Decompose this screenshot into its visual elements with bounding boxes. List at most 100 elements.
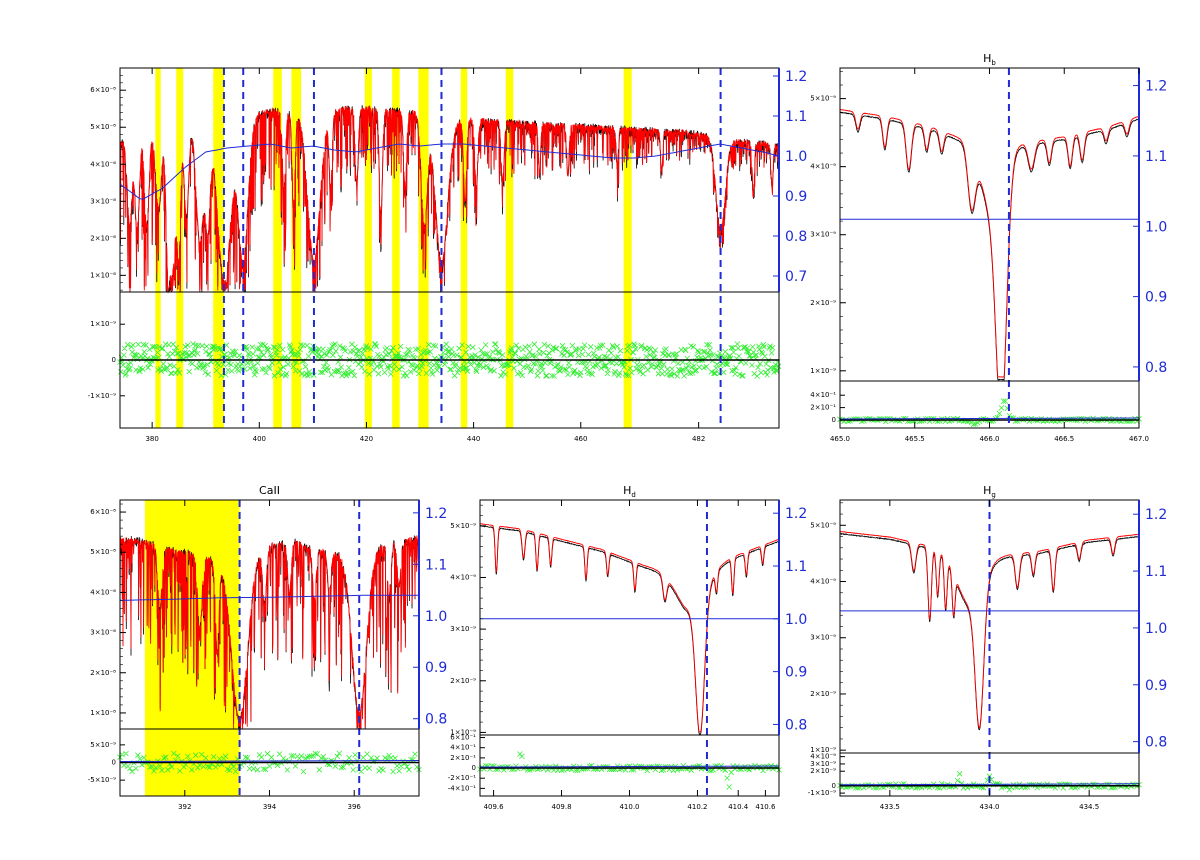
observed-spectrum-line — [479, 525, 780, 735]
flux-tick-label: 5×10⁻⁹ — [450, 522, 476, 530]
flux-tick-label: 1×10⁻⁹ — [810, 367, 836, 375]
flux-tick-label: 4×10⁻⁹ — [810, 163, 836, 171]
normalized-tick-label: 0.8 — [785, 717, 807, 733]
flux-tick-label: 1×10⁻⁸ — [90, 709, 116, 717]
model-spectrum-line — [119, 535, 420, 730]
x-tick-label: 380 — [145, 435, 158, 443]
panel-title-main: H — [983, 484, 991, 497]
x-tick-label: 434.0 — [979, 803, 999, 811]
x-tick-label: 460 — [574, 435, 587, 443]
panel-title-sub: g — [991, 491, 995, 499]
model-spectrum-line — [839, 531, 1139, 729]
residual-tick-label: -1×10⁻⁹ — [88, 392, 116, 400]
residual-tick-label: 4×10⁻⁹ — [810, 753, 836, 761]
panel-full: 1×10⁻⁸ 2×10⁻⁸ 3×10⁻⁸ 4×10⁻⁸ 5×10⁻⁸ 6×10⁻⁸ 0.7 0… — [88, 67, 807, 443]
normalized-tick-label: 0.7 — [785, 269, 807, 285]
normalized-tick-label: 0.9 — [785, 665, 807, 681]
mask-region — [505, 68, 514, 428]
panel-cak: 1×10⁻⁸ 2×10⁻⁸ 3×10⁻⁸ 4×10⁻⁸ 5×10⁻⁸ 6×10⁻⁸ 0.8 0… — [88, 484, 448, 811]
continuum-line — [119, 143, 780, 200]
normalized-tick-label: 1.2 — [1145, 507, 1167, 523]
panel-title-main: H — [623, 484, 631, 497]
normalized-tick-label: 1.0 — [1145, 621, 1167, 637]
mask-region — [460, 68, 468, 428]
x-tick-label: 409.6 — [484, 803, 505, 811]
model-spectrum-line — [840, 109, 1140, 378]
normalized-tick-label: 1.0 — [785, 149, 807, 165]
residual-tick-label: 0 — [112, 759, 116, 767]
normalized-tick-label: 1.2 — [785, 506, 807, 522]
x-tick-label: 465.0 — [830, 435, 850, 443]
residual-tick-label: 4×10⁻¹ — [810, 391, 836, 399]
normalized-tick-label: 1.0 — [1145, 219, 1167, 235]
normalized-tick-label: 0.8 — [425, 712, 447, 728]
normalized-tick-label: 1.2 — [425, 506, 447, 522]
residual-tick-label: 0 — [832, 416, 836, 424]
normalized-tick-label: 1.2 — [785, 69, 807, 85]
flux-axes-frame — [479, 499, 780, 736]
normalized-tick-label: 0.9 — [1145, 290, 1167, 306]
residual-trend-line — [839, 783, 1140, 786]
residual-points — [477, 751, 782, 790]
residual-tick-label: 0 — [472, 764, 476, 772]
x-tick-label: 410.4 — [728, 803, 749, 811]
residual-tick-label: 2×10⁻¹ — [810, 404, 836, 412]
flux-tick-label: 1×10⁻⁸ — [90, 271, 116, 279]
panel-title-sub: d — [631, 491, 635, 499]
mask-region — [273, 68, 282, 428]
flux-tick-label: 4×10⁻⁹ — [450, 573, 476, 581]
normalized-tick-label: 1.2 — [1145, 79, 1167, 95]
mask-region — [364, 68, 372, 428]
flux-tick-label: 1×10⁻⁹ — [810, 746, 836, 754]
x-tick-label: 465.5 — [905, 435, 925, 443]
x-tick-label: 410.6 — [755, 803, 776, 811]
residual-tick-label: 0 — [832, 782, 836, 790]
x-tick-label: 482 — [692, 435, 705, 443]
x-tick-label: 409.8 — [552, 803, 572, 811]
normalized-tick-label: 0.8 — [1145, 735, 1167, 751]
x-tick-label: 466.5 — [1054, 435, 1074, 443]
residual-tick-label: 4×10⁻¹ — [450, 744, 476, 752]
flux-tick-label: 3×10⁻⁹ — [450, 625, 476, 633]
x-tick-label: 420 — [360, 435, 373, 443]
x-tick-label: 400 — [253, 435, 266, 443]
residual-trend-line — [119, 760, 420, 762]
normalized-tick-label: 0.9 — [1145, 678, 1167, 694]
normalized-tick-label: 1.0 — [425, 609, 447, 625]
normalized-tick-label: 0.9 — [425, 660, 447, 676]
flux-tick-label: 2×10⁻⁸ — [90, 234, 116, 242]
x-tick-label: 434.5 — [1079, 803, 1099, 811]
mask-region — [291, 68, 302, 428]
normalized-tick-label: 0.8 — [785, 229, 807, 245]
mask-region — [392, 68, 400, 428]
mask-region — [623, 68, 632, 428]
residual-tick-label: 5×10⁻⁹ — [90, 741, 116, 749]
flux-tick-label: 5×10⁻⁸ — [90, 123, 116, 131]
normalized-tick-label: 1.1 — [785, 559, 807, 575]
flux-tick-label: 2×10⁻⁹ — [810, 299, 836, 307]
residual-tick-label: 3×10⁻⁹ — [810, 760, 836, 768]
flux-tick-label: 5×10⁻⁸ — [90, 548, 116, 556]
normalized-tick-label: 1.1 — [425, 557, 447, 573]
residual-tick-label: 0 — [112, 356, 116, 364]
x-tick-label: 396 — [348, 803, 362, 811]
residual-trend-line — [479, 765, 780, 768]
x-tick-label: 466.0 — [979, 435, 999, 443]
normalized-tick-label: 0.9 — [785, 189, 807, 205]
flux-tick-label: 6×10⁻⁸ — [90, 86, 116, 94]
x-tick-label: 467.0 — [1129, 435, 1149, 443]
x-tick-label: 394 — [263, 803, 277, 811]
continuum-line — [120, 594, 419, 601]
residual-tick-label: 6×10⁻¹ — [450, 734, 476, 742]
flux-tick-label: 2×10⁻⁸ — [90, 669, 116, 677]
flux-tick-label: 2×10⁻⁹ — [450, 677, 476, 685]
panel-title-sub: b — [991, 59, 996, 67]
normalized-tick-label: 1.1 — [785, 109, 807, 125]
x-tick-label: 392 — [178, 803, 191, 811]
x-tick-label: 410.2 — [687, 803, 707, 811]
panel-title-main: H — [983, 52, 991, 65]
flux-tick-label: 4×10⁻⁹ — [810, 578, 836, 586]
panel-title: Hd — [623, 484, 636, 499]
normalized-tick-label: 1.1 — [1145, 564, 1167, 580]
